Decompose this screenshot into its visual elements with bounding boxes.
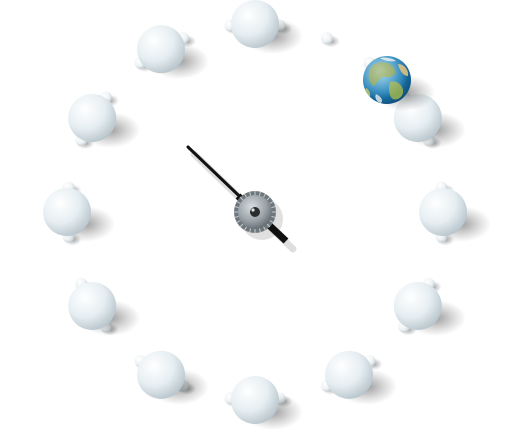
sphere-marker-icon <box>419 188 491 242</box>
clock-hub-icon <box>234 191 283 240</box>
minute-dot <box>320 32 340 48</box>
earth-globe-icon <box>363 56 435 111</box>
sphere-marker-icon <box>393 94 466 148</box>
sphere-marker-icon <box>393 282 466 336</box>
hub-gear-teeth <box>234 191 276 233</box>
sphere-marker-icon <box>137 350 209 405</box>
sphere-marker-icon <box>137 25 209 80</box>
sphere-marker-icon <box>68 94 141 148</box>
sphere-marker-icon <box>231 376 303 430</box>
sphere-marker-icon <box>325 350 397 405</box>
sphere-marker-icon <box>68 282 141 336</box>
sphere-marker-icon <box>231 0 303 54</box>
hour-markers <box>43 0 491 430</box>
sphere-marker-icon <box>43 188 115 242</box>
